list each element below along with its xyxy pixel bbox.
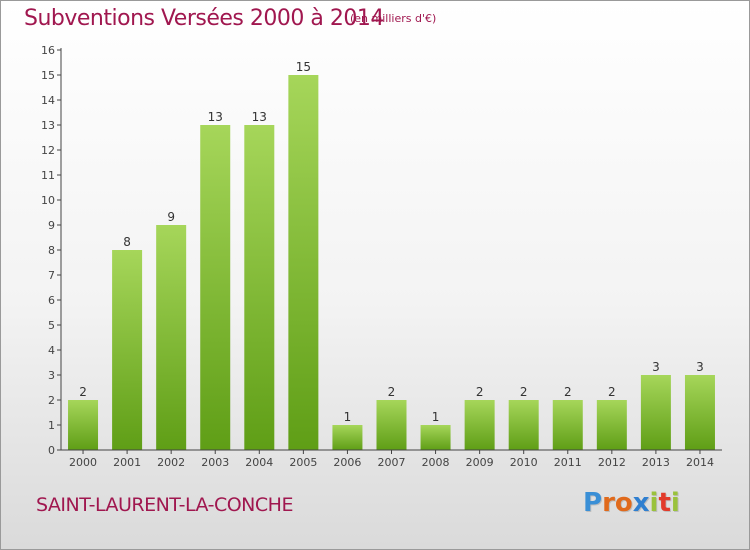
- proxiti-logo[interactable]: Proxiti: [583, 488, 680, 518]
- bar-value-label: 2: [476, 385, 484, 399]
- x-tick-label: 2002: [157, 456, 185, 469]
- bar-value-label: 13: [252, 110, 267, 124]
- logo-letter: P: [583, 488, 603, 518]
- x-axis: 2000 2001 2002 2003 2004 2005 2006 2007 2008 2009…: [61, 449, 722, 469]
- y-tick-label: 13: [41, 119, 55, 132]
- x-tick-label: 2011: [554, 456, 582, 469]
- y-tick-label: 2: [48, 394, 55, 407]
- bar: [640, 375, 671, 450]
- bar-value-label: 2: [79, 385, 87, 399]
- chart-title: Subventions Versées 2000 à 2014: [24, 6, 384, 31]
- bar: [376, 400, 407, 450]
- y-tick-label: 9: [48, 219, 55, 232]
- bar-value-label: 1: [344, 410, 352, 424]
- chart-subtitle: (en milliers d'€): [350, 12, 437, 25]
- y-tick-label: 14: [41, 94, 55, 107]
- x-tick-label: 2008: [422, 456, 450, 469]
- bar-value-label: 13: [208, 110, 223, 124]
- bar-value-label: 2: [388, 385, 396, 399]
- x-tick-label: 2000: [69, 456, 97, 469]
- bar: [68, 400, 99, 450]
- bar-value-label: 8: [123, 235, 131, 249]
- x-tick-label: 2004: [245, 456, 273, 469]
- y-tick-label: 0: [48, 444, 55, 457]
- bar: [684, 375, 715, 450]
- bar-value-label: 2: [608, 385, 616, 399]
- bar: [112, 250, 143, 450]
- y-tick-label: 16: [41, 44, 55, 57]
- y-tick-label: 15: [41, 69, 55, 82]
- logo-letter: t: [658, 488, 671, 518]
- bar-value-label: 9: [167, 210, 175, 224]
- logo-letter: i: [649, 488, 659, 518]
- x-tick-label: 2005: [289, 456, 317, 469]
- y-tick-label: 1: [48, 419, 55, 432]
- y-tick-label: 3: [48, 369, 55, 382]
- x-tick-label: 2006: [333, 456, 361, 469]
- logo-letter: o: [614, 488, 633, 518]
- bar: [244, 125, 275, 450]
- y-tick-label: 6: [48, 294, 55, 307]
- y-tick-label: 8: [48, 244, 55, 257]
- bar-value-label: 3: [696, 360, 704, 374]
- bar-value-label: 15: [296, 60, 311, 74]
- bar: [552, 400, 583, 450]
- logo-letter: i: [670, 488, 680, 518]
- bars: 2 8 9 13 13 15 1 2 1 2 2 2 2 3 3: [68, 60, 715, 450]
- x-tick-label: 2009: [466, 456, 494, 469]
- y-tick-label: 12: [41, 144, 55, 157]
- x-tick-label: 2012: [598, 456, 626, 469]
- bar: [596, 400, 627, 450]
- bar-value-label: 2: [564, 385, 572, 399]
- bar: [200, 125, 231, 450]
- bar: [288, 75, 319, 450]
- logo-letter: x: [632, 488, 650, 518]
- y-tick-label: 10: [41, 194, 55, 207]
- x-tick-label: 2003: [201, 456, 229, 469]
- commune-name: SAINT-LAURENT-LA-CONCHE: [36, 494, 293, 516]
- y-tick-label: 5: [48, 319, 55, 332]
- bar: [464, 400, 495, 450]
- y-tick-label: 4: [48, 344, 55, 357]
- x-tick-label: 2007: [378, 456, 406, 469]
- bar: [508, 400, 539, 450]
- y-tick-label: 7: [48, 269, 55, 282]
- bar: [156, 225, 187, 450]
- bar: [420, 425, 451, 450]
- x-tick-label: 2010: [510, 456, 538, 469]
- x-tick-label: 2013: [642, 456, 670, 469]
- logo-letter: r: [602, 488, 615, 518]
- x-tick-label: 2014: [686, 456, 714, 469]
- x-tick-label: 2001: [113, 456, 141, 469]
- bar-value-label: 1: [432, 410, 440, 424]
- y-tick-label: 11: [41, 169, 55, 182]
- bar-value-label: 3: [652, 360, 660, 374]
- bar: [332, 425, 363, 450]
- bar-value-label: 2: [520, 385, 528, 399]
